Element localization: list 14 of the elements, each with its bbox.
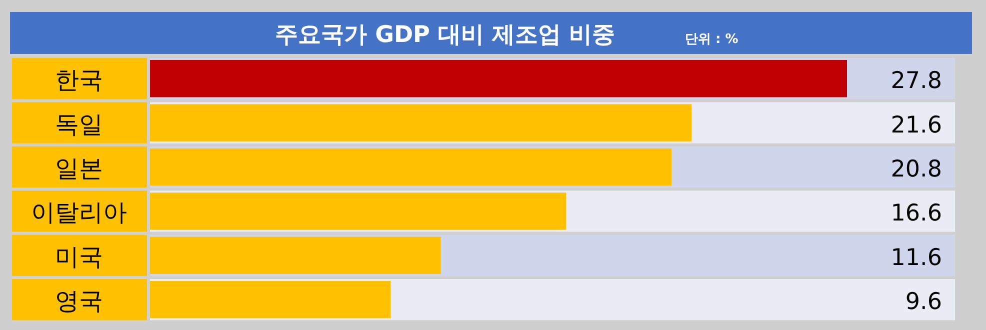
- data-label: 9.6: [905, 289, 942, 316]
- data-label: 27.8: [890, 68, 942, 94]
- chart-title: 주요국가 GDP 대비 제조업 비중: [275, 22, 615, 48]
- y-tick-label: 영국: [55, 287, 103, 316]
- data-label: 16.6: [890, 200, 942, 227]
- chart-subtitle: 단위 : %: [685, 32, 738, 47]
- data-label: 20.8: [890, 156, 942, 182]
- y-tick-label: 이탈리아: [31, 198, 127, 227]
- y-tick-label: 독일: [55, 110, 103, 138]
- y-tick-label: 한국: [55, 66, 103, 94]
- data-label: 11.6: [890, 244, 942, 271]
- y-tick-label: 미국: [55, 242, 103, 271]
- data-label: 21.6: [890, 112, 942, 138]
- y-tick-label: 일본: [55, 154, 103, 182]
